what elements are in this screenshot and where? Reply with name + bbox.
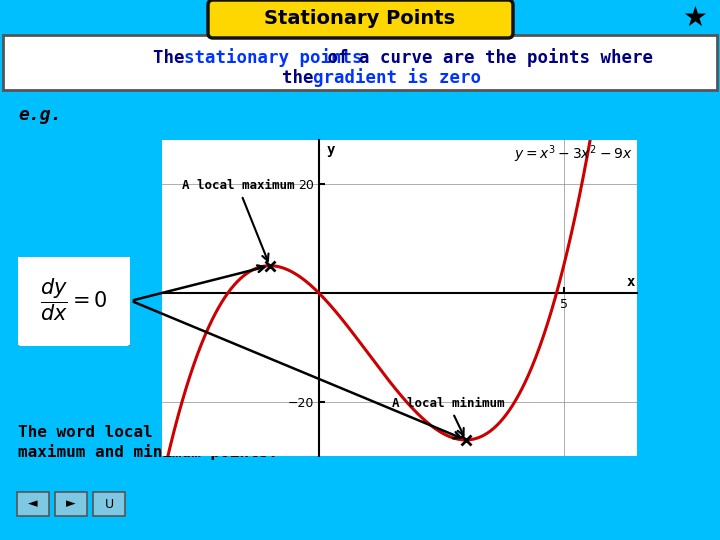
FancyBboxPatch shape — [3, 35, 717, 90]
Text: e.g.: e.g. — [18, 106, 61, 124]
Text: y: y — [326, 143, 335, 157]
Text: stationary points: stationary points — [184, 49, 363, 68]
Text: U: U — [104, 497, 114, 510]
FancyBboxPatch shape — [208, 0, 513, 38]
Text: gradient is zero: gradient is zero — [313, 69, 481, 87]
Text: the: the — [282, 69, 324, 87]
Text: The: The — [153, 49, 195, 67]
Text: of a curve are the points where: of a curve are the points where — [317, 49, 653, 68]
Text: $y = x^3 - 3x^2 - 9x$: $y = x^3 - 3x^2 - 9x$ — [514, 143, 632, 165]
Text: Stationary Points: Stationary Points — [264, 10, 456, 29]
Text: ►: ► — [66, 497, 76, 510]
Text: maximum and minimum points.: maximum and minimum points. — [18, 444, 278, 460]
Text: x: x — [626, 274, 635, 288]
Text: ★: ★ — [683, 4, 708, 32]
FancyBboxPatch shape — [17, 492, 49, 516]
Text: $\dfrac{dy}{dx} = 0$: $\dfrac{dy}{dx} = 0$ — [40, 276, 108, 322]
FancyBboxPatch shape — [93, 492, 125, 516]
Text: A local maximum: A local maximum — [181, 179, 294, 261]
Text: A local minimum: A local minimum — [392, 397, 505, 435]
FancyBboxPatch shape — [55, 492, 87, 516]
FancyBboxPatch shape — [16, 255, 132, 347]
Text: ◄: ◄ — [28, 497, 38, 510]
Text: The word local is usually omitted and the points called: The word local is usually omitted and th… — [18, 424, 547, 440]
